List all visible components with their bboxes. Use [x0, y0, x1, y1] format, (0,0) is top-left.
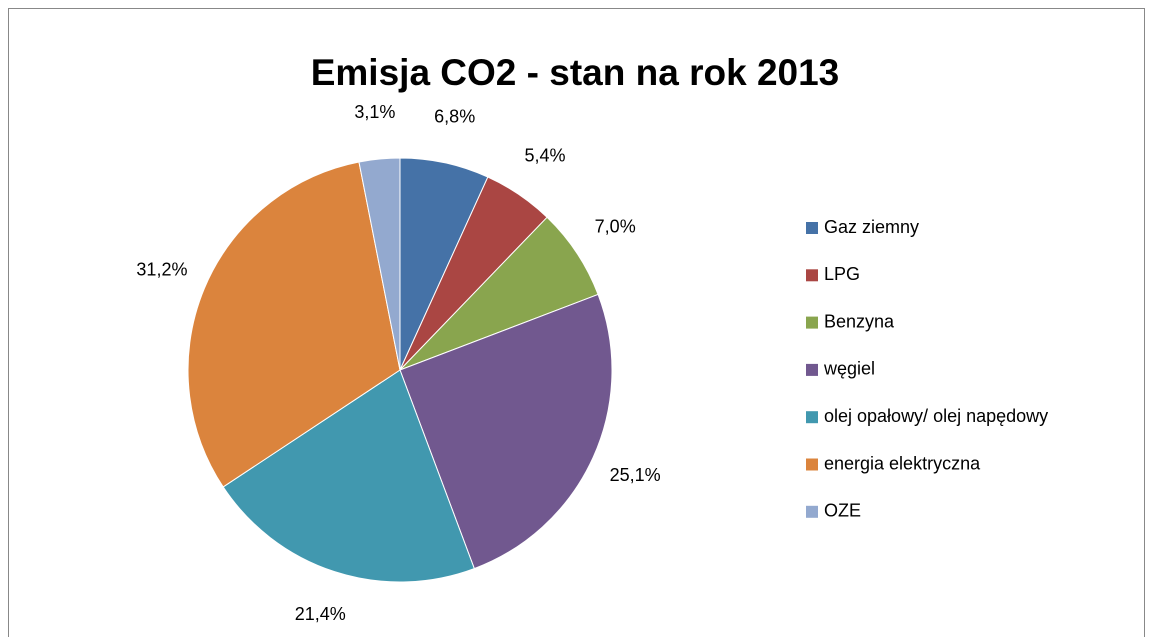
- chart-title: Emisja CO2 - stan na rok 2013: [311, 52, 840, 93]
- legend-label: Gaz ziemny: [824, 217, 919, 237]
- pie-slice: [358, 157, 401, 371]
- data-label: 21,4%: [295, 604, 346, 624]
- legend-swatch: [806, 316, 818, 329]
- data-label: 5,4%: [525, 145, 566, 165]
- data-label: 25,1%: [610, 465, 661, 485]
- data-label: 6,8%: [434, 107, 475, 127]
- legend-label: Benzyna: [824, 311, 895, 331]
- legend-label: OZE: [824, 501, 861, 521]
- pie-slice: [222, 369, 475, 583]
- legend-swatch: [806, 269, 818, 282]
- legend-swatch: [806, 505, 818, 518]
- legend-label: LPG: [824, 264, 860, 284]
- legend-label: olej opałowy/ olej napędowy: [824, 406, 1048, 426]
- pie-slice: [399, 293, 613, 570]
- legend-swatch: [806, 222, 818, 234]
- data-label: 7,0%: [595, 216, 636, 236]
- data-label: 3,1%: [354, 102, 395, 122]
- data-label: 31,2%: [136, 259, 187, 279]
- legend-swatch: [806, 411, 818, 424]
- legend-label: węgiel: [823, 359, 875, 379]
- pie-slice: [187, 161, 401, 488]
- legend-swatch: [806, 363, 818, 376]
- legend-swatch: [806, 458, 818, 471]
- legend-label: energia elektryczna: [824, 453, 981, 473]
